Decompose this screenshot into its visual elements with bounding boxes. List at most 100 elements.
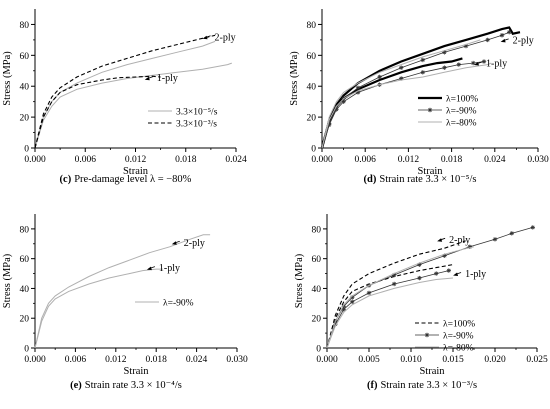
x-tick-label: 0.020 (484, 355, 506, 365)
x-tick-label: 0.000 (316, 355, 338, 365)
data-point-marker (442, 65, 447, 70)
annotation-label: 1-ply (486, 59, 507, 70)
x-tick-label: 0.030 (527, 155, 549, 165)
caption-text: Strain rate 3.3 × 10⁻³/s (380, 380, 477, 391)
y-axis-label: Stress (MPa) (294, 253, 305, 308)
y-tick-label: 40 (20, 83, 30, 93)
y-tick-label: 20 (20, 315, 30, 325)
caption-text: Pre-damage level λ = −80% (74, 174, 191, 185)
annotation-arrow-icon (437, 238, 443, 242)
series-line-2 (34, 34, 216, 149)
legend: λ=100% λ=-90% λ=-80% (418, 95, 478, 129)
caption-letter: (d) (364, 174, 377, 185)
annotation-arrow-icon (171, 241, 177, 245)
y-tick-label: 0 (24, 145, 29, 155)
caption-letter: (e) (70, 380, 82, 391)
data-point-marker (399, 65, 404, 70)
legend-marker (427, 107, 433, 113)
data-point-marker (446, 268, 451, 273)
legend: λ=100% λ=-90% λ=-80% (415, 320, 475, 354)
data-point-marker (377, 74, 382, 80)
data-point-marker (492, 237, 498, 242)
chart-panel-e: 0.000 0.006 0.012 0.018 0.024 0.030 0 20 40 60 80 S… (2, 214, 248, 391)
data-point-marker (530, 225, 535, 230)
legend: λ=-90% (135, 299, 194, 309)
x-tick-label: 0.018 (146, 355, 168, 365)
x-tick-label: 0.018 (175, 155, 197, 165)
caption-letter: (c) (60, 174, 72, 185)
x-tick-label: 0.015 (442, 355, 464, 365)
annotation-arrow-icon (146, 266, 152, 271)
series-line-3 (34, 75, 161, 149)
legend-label: λ=100% (446, 95, 478, 105)
x-tick-label: 0.000 (24, 355, 46, 365)
annotation-label: 1-ply (157, 73, 178, 84)
series-line-5 (321, 62, 492, 149)
x-tick-label: 0.012 (125, 155, 147, 165)
annotation-label: 1-ply (465, 269, 486, 280)
series-line-0 (326, 240, 466, 349)
legend-label: λ=-90% (443, 332, 474, 342)
y-tick-label: 80 (20, 21, 30, 31)
series-line-0 (34, 234, 211, 349)
data-point-marker (420, 70, 425, 75)
legend-label: λ=-90% (446, 107, 477, 117)
series-line-5 (326, 277, 454, 349)
x-tick-label: 0.024 (484, 155, 506, 165)
series-line-0 (320, 26, 521, 149)
y-tick-label: 80 (312, 225, 322, 235)
series-line-4 (321, 39, 481, 149)
chart-panel-d: 0.000 0.006 0.012 0.018 0.024 0.030 0 20 40 60 80 S… (289, 9, 549, 185)
annotation-arrow-icon (202, 35, 208, 40)
data-point-marker (355, 85, 361, 90)
y-tick-label: 0 (24, 345, 29, 355)
figure-caption: (e) Strain rate 3.3 × 10⁻⁴/s (70, 380, 182, 391)
data-point-marker (456, 62, 461, 67)
y-tick-label: 60 (20, 255, 30, 265)
data-point-marker (499, 33, 505, 38)
caption-text: Strain rate 3.3 × 10⁻⁴/s (85, 380, 182, 391)
legend: 3.3×10⁻⁵/s 3.3×10⁻³/s (148, 108, 218, 130)
y-tick-label: 60 (20, 52, 30, 62)
x-tick-label: 0.025 (526, 355, 548, 365)
y-axis-label: Stress (MPa) (2, 51, 13, 106)
x-tick-label: 0.012 (398, 155, 420, 165)
y-tick-label: 60 (307, 52, 317, 62)
legend-label: λ=-80% (446, 119, 477, 129)
y-tick-label: 0 (311, 145, 316, 155)
y-tick-label: 40 (307, 83, 317, 93)
data-point-marker (417, 275, 422, 281)
x-tick-label: 0.010 (400, 355, 422, 365)
data-point-marker (471, 60, 476, 66)
y-tick-label: 80 (307, 21, 317, 31)
series-line-3 (321, 61, 485, 149)
data-point-marker (366, 290, 372, 296)
data-point-marker (507, 29, 512, 35)
x-tick-label: 0.006 (355, 155, 377, 165)
annotation-label: 2-ply (513, 35, 534, 46)
x-tick-label: 0.000 (311, 155, 333, 165)
y-axis-label: Stress (MPa) (2, 253, 13, 308)
y-tick-label: 0 (316, 345, 321, 355)
annotation-arrow-icon (144, 76, 150, 81)
figure-caption: (f) Strain rate 3.3 × 10⁻³/s (367, 380, 477, 391)
data-point-marker (392, 281, 397, 287)
legend-label: λ=-80% (443, 344, 474, 354)
y-tick-label: 40 (312, 285, 322, 295)
annotation-label: 2-ply (184, 238, 205, 249)
y-tick-label: 20 (312, 315, 322, 325)
data-point-marker (341, 99, 346, 104)
series-line-1 (34, 62, 232, 149)
series-line-0 (34, 40, 216, 149)
data-point-marker (434, 271, 439, 276)
annotation-arrow-icon (474, 62, 479, 66)
data-point-marker (341, 307, 346, 312)
annotation-arrow-icon (500, 38, 506, 43)
x-tick-label: 0.006 (75, 155, 97, 165)
data-point-marker (509, 231, 514, 236)
y-tick-label: 20 (307, 114, 317, 124)
annotation-arrow-icon (453, 272, 459, 277)
data-point-marker (481, 59, 487, 64)
y-tick-label: 80 (20, 225, 30, 235)
